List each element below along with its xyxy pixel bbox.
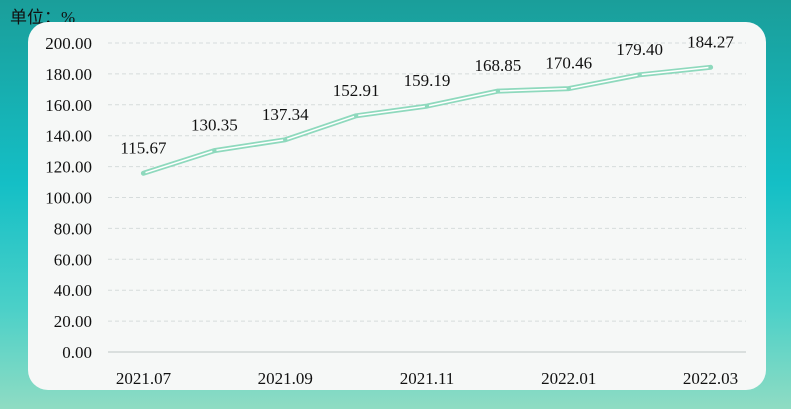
x-tick-label: 2021.09: [258, 369, 313, 388]
data-label: 184.27: [687, 32, 734, 51]
y-tick-label: 160.00: [45, 96, 92, 115]
data-label: 159.19: [404, 71, 451, 90]
data-labels: 115.67 130.35 137.34 152.91 159.19 168.85 170.…: [120, 32, 734, 157]
chart-panel: 0.00 20.00 40.00 60.00 80.00 100.00 120.00 140.…: [28, 22, 766, 390]
data-label: 168.85: [475, 56, 522, 75]
axes: 0.00 20.00 40.00 60.00 80.00 100.00 120.00 140.…: [45, 34, 746, 388]
data-point: [708, 65, 713, 70]
y-tick-label: 100.00: [45, 189, 92, 208]
x-tick-label: 2022.03: [683, 369, 738, 388]
y-tick-label: 0.00: [62, 343, 92, 362]
y-tick-label: 200.00: [45, 34, 92, 53]
x-tick-label: 2021.07: [116, 369, 172, 388]
data-point: [424, 103, 430, 109]
y-tick-label: 140.00: [45, 127, 92, 146]
data-label: 115.67: [120, 138, 167, 157]
data-point: [141, 171, 146, 176]
y-tick-label: 20.00: [54, 312, 92, 331]
data-point: [212, 148, 217, 153]
x-tick-label: 2021.11: [400, 369, 455, 388]
y-tick-label: 80.00: [54, 219, 92, 238]
data-point: [353, 113, 359, 118]
data-label: 179.40: [616, 40, 663, 59]
grid-lines: [108, 42, 746, 322]
series-line-group: [140, 64, 714, 176]
data-label: 170.46: [545, 54, 592, 73]
y-tick-label: 40.00: [54, 281, 92, 300]
x-tick-label: 2022.01: [541, 369, 596, 388]
data-label: 152.91: [333, 81, 380, 100]
data-point: [495, 88, 501, 94]
data-label: 137.34: [262, 105, 309, 124]
y-tick-label: 180.00: [45, 65, 92, 84]
data-point: [283, 137, 288, 143]
line-chart: 0.00 20.00 40.00 60.00 80.00 100.00 120.00 140.…: [45, 32, 746, 388]
y-tick-label: 120.00: [45, 158, 92, 177]
y-tick-label: 60.00: [54, 250, 92, 269]
data-point: [637, 72, 642, 78]
data-label: 130.35: [191, 116, 238, 135]
data-point: [566, 86, 571, 91]
